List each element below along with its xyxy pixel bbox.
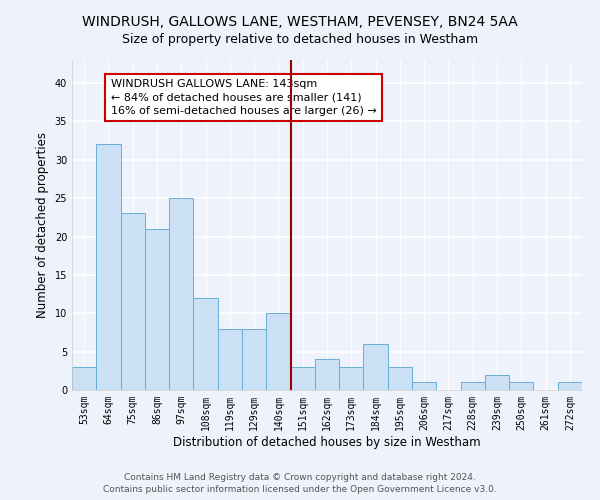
Bar: [315, 360, 339, 390]
Bar: [218, 328, 242, 390]
Bar: [72, 367, 96, 390]
Bar: [145, 229, 169, 390]
Text: Contains HM Land Registry data © Crown copyright and database right 2024.
Contai: Contains HM Land Registry data © Crown c…: [103, 472, 497, 494]
Bar: [242, 328, 266, 390]
Text: WINDRUSH GALLOWS LANE: 143sqm
← 84% of detached houses are smaller (141)
16% of : WINDRUSH GALLOWS LANE: 143sqm ← 84% of d…: [111, 79, 377, 116]
Bar: [169, 198, 193, 390]
X-axis label: Distribution of detached houses by size in Westham: Distribution of detached houses by size …: [173, 436, 481, 448]
Bar: [509, 382, 533, 390]
Bar: [412, 382, 436, 390]
Text: Size of property relative to detached houses in Westham: Size of property relative to detached ho…: [122, 32, 478, 46]
Bar: [266, 314, 290, 390]
Bar: [290, 367, 315, 390]
Bar: [461, 382, 485, 390]
Bar: [96, 144, 121, 390]
Bar: [558, 382, 582, 390]
Text: WINDRUSH, GALLOWS LANE, WESTHAM, PEVENSEY, BN24 5AA: WINDRUSH, GALLOWS LANE, WESTHAM, PEVENSE…: [82, 15, 518, 29]
Y-axis label: Number of detached properties: Number of detached properties: [36, 132, 49, 318]
Bar: [485, 374, 509, 390]
Bar: [193, 298, 218, 390]
Bar: [388, 367, 412, 390]
Bar: [339, 367, 364, 390]
Bar: [121, 214, 145, 390]
Bar: [364, 344, 388, 390]
